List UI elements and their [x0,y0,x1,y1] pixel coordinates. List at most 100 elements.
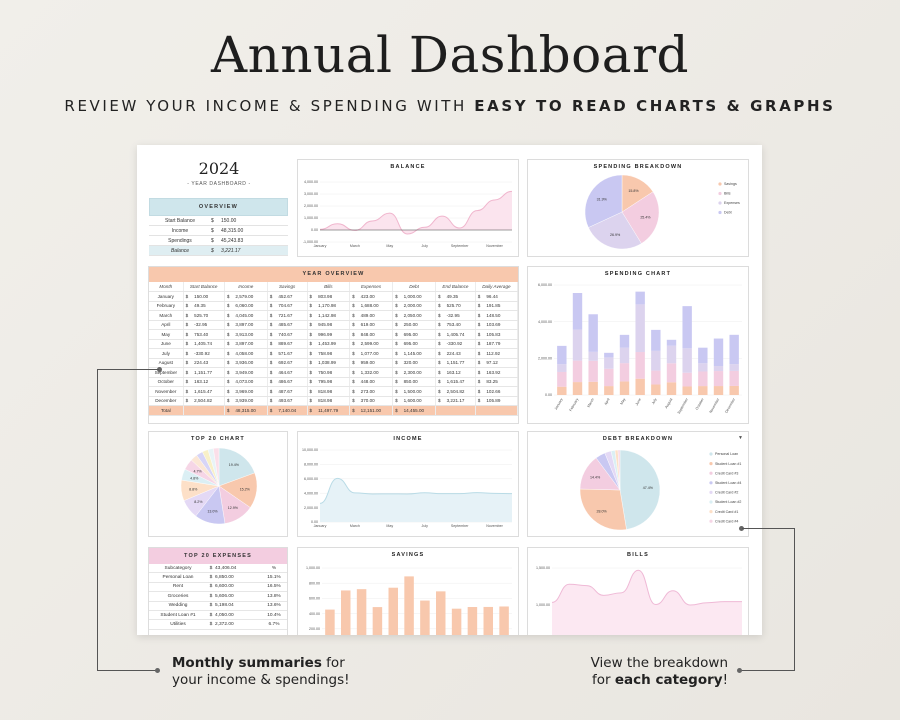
legend-marker [709,500,713,504]
legend-marker [718,182,722,186]
bar-segment [651,384,661,395]
y-tick-label: 800.00 [309,581,320,585]
cell-value: 105.89 [486,398,501,404]
cell-value: 103.69 [486,322,501,328]
currency-symbol: $ [477,360,481,366]
table-cell: $945.98 [307,320,351,330]
currency-symbol: $ [226,303,230,309]
currency-symbol: $ [352,293,355,299]
currency-symbol: $ [309,407,313,413]
cell-value: 818.98 [318,388,333,394]
currency-symbol: $ [395,379,398,385]
pie-label: 4.7% [194,469,203,473]
currency-symbol: $ [438,312,441,318]
cell-value: 1,688.00 [360,303,379,309]
table-header-cell: Debt [392,282,437,292]
legend-label: Credit Card #3 [715,471,738,475]
currency-symbol: $ [185,369,189,375]
table-cell: $704.67 [267,301,308,311]
currency-symbol: $ [438,360,441,366]
table-cell: $753.40 [435,320,476,330]
cell-value: 3,936.00 [235,360,254,366]
currency-symbol: $ [395,407,398,413]
y-tick-label: 2,000.00 [304,204,318,208]
bar-segment [666,382,677,395]
cell-value: 753.40 [194,331,209,337]
overview-label: Income [171,227,189,234]
legend-label: Debt [724,211,732,215]
legend-marker [709,481,713,485]
table-header-cell: Month [149,282,184,292]
cell-value: 485.67 [278,322,293,328]
table-cell: $6,060.00 [224,301,268,311]
currency-symbol: $ [226,398,230,404]
table-cell: $889.67 [267,339,308,349]
pie-label: 31.9% [597,197,608,201]
currency-symbol: $ [395,331,398,337]
pie-slice [621,191,660,244]
y-tick-label: 0.00 [311,228,318,232]
cell-value: 163.92 [486,369,501,375]
pie-label: 19.4% [229,463,240,467]
table-cell: $12,151.00 [349,405,394,416]
y-tick-label: 4,000.00 [304,180,318,184]
pie-slice [619,449,661,530]
pie-label: 47.4% [643,486,654,490]
currency-symbol: $ [438,331,441,337]
series-line [551,569,743,606]
table-cell: November [149,386,184,397]
table-row: July $ -330.92 $4,058.00 $571.67 $758.98 $1,07… [149,348,519,359]
pie-label: 26.9% [610,233,621,237]
page-title: Annual Dashboard [211,26,689,84]
table-cell: June [149,339,184,349]
x-tick-label: December [724,397,736,414]
table-cell: $163.92 [475,367,519,378]
cell-value: -32.95 [446,312,460,318]
table-cell: $489.00 [349,310,394,321]
table-cell: $996.99 [307,329,351,340]
x-tick-label: May [386,244,393,248]
cell-value: 224.43 [446,350,461,356]
bar-segment [666,339,677,346]
currency-symbol: $ [185,398,189,404]
table-cell: October [149,377,184,387]
expense-currency: $ [209,603,213,609]
expense-label: Groceries [167,593,189,599]
cell-value: 2,504.82 [446,388,465,394]
pie-slice [213,447,220,487]
cell-value: 3,969.00 [235,388,254,394]
overview-row: Income $48,315.00 [149,226,288,236]
y-tick-label: 600.00 [309,597,320,601]
table-cell: March [149,310,184,321]
chevron-down-icon[interactable]: ▼ [738,435,743,441]
bar-segment [619,381,630,395]
year-overview-table: YEAR OVERVIEW Month Start Balance Income Sa… [148,266,519,424]
top20-chart-panel: TOP 20 CHART 19.4% 15.2% 12.9% 13.0% 8.2% 8.8… [148,431,288,537]
currency-symbol: $ [438,350,441,356]
table-cell: $7,140.04 [267,405,308,416]
bar-segment [729,385,739,395]
table-cell: $320.00 [392,358,437,368]
table-cell: $795.98 [307,377,351,387]
callout-left-line [97,369,159,370]
area-fill [320,478,512,522]
currency-symbol: $ [226,341,230,347]
cell-value: 525.70 [194,312,209,318]
cell-value: 96.44 [486,293,498,299]
callout-right-excl: ! [722,671,728,688]
cell-value: 6,060.00 [235,303,254,309]
table-header-cell: Income [224,282,268,292]
table-cell: $525.70 [183,310,225,321]
cell-value: 1,332.00 [360,369,379,375]
table-cell: $423.00 [349,291,394,302]
currency-symbol: $ [185,379,189,385]
table-cell: $2,000.00 [392,301,437,311]
table-cell: $4,058.00 [224,348,268,359]
currency-symbol: $ [309,388,313,394]
table-cell: $3,221.17 [435,396,476,406]
table-cell: January [149,291,184,302]
table-header-row: Month Start Balance Income Savings Bills Expe… [149,282,519,292]
legend-marker [709,462,713,466]
table-cell: $2,504.82 [183,396,225,406]
callout-left-line-h2 [97,670,157,671]
